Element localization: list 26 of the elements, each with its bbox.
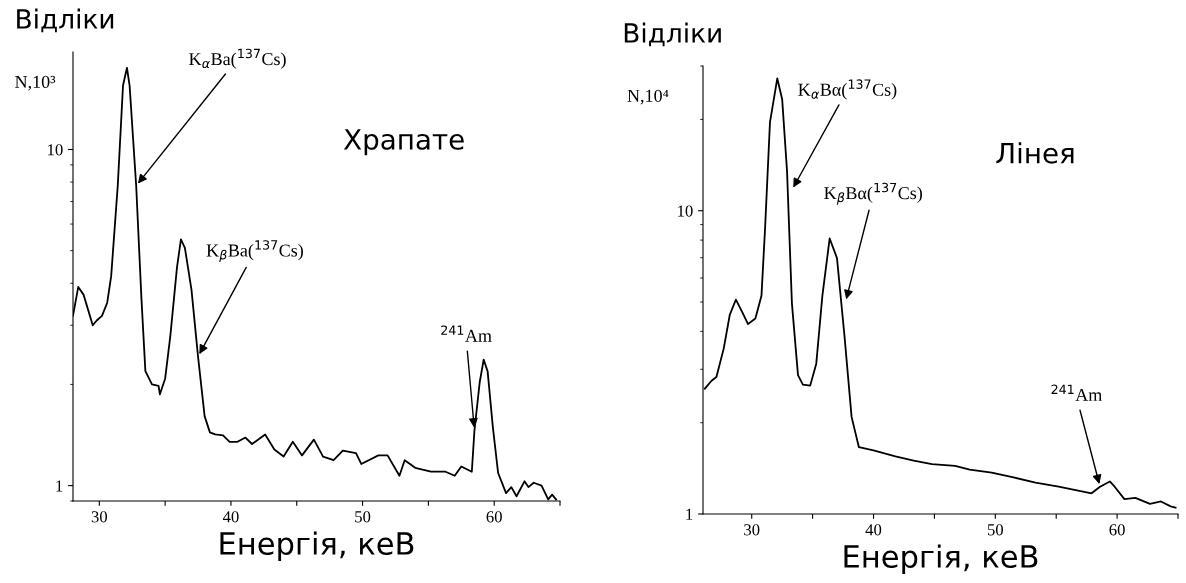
y-tick-label: 1	[686, 508, 693, 520]
annotation: K$_{β}$Ba($^{137}$Cs)	[206, 240, 303, 263]
x-tick-label: 40	[865, 524, 882, 536]
x-tick-label: 30	[744, 524, 760, 536]
annotation: $^{241}$Am	[1051, 384, 1103, 401]
annotation: K$_{β}$Bα($^{137}$Cs)	[824, 182, 922, 205]
x-tick-label: 30	[91, 511, 108, 523]
y-tick-label: 10	[678, 205, 693, 217]
x-axis-title: Енергія, кеВ	[844, 544, 1038, 574]
text: N,10⁴	[627, 89, 669, 105]
annotation: K$_{α}$Bα($^{137}$Cs)	[798, 79, 897, 100]
y-tick-label: 1	[56, 480, 63, 492]
x-tick-label: 60	[486, 511, 502, 523]
x-axis-title: Енергія, кеВ	[220, 531, 414, 561]
x-tick-label: 50	[987, 524, 1004, 536]
y-axis-title: Відліки	[17, 8, 114, 33]
annotation: K$_{α}$Ba($^{137}$Cs)	[189, 48, 286, 69]
text: Лінея	[996, 142, 1074, 164]
text: Храпате	[343, 129, 464, 156]
x-tick-label: 40	[222, 511, 239, 523]
text: N,10³	[15, 75, 56, 91]
y-axis-title: Відліки	[624, 22, 721, 47]
y-tick-label: 10	[48, 144, 63, 156]
x-tick-label: 60	[1109, 524, 1125, 536]
x-tick-label: 50	[355, 511, 371, 523]
annotation: $^{241}$Am	[441, 325, 492, 342]
